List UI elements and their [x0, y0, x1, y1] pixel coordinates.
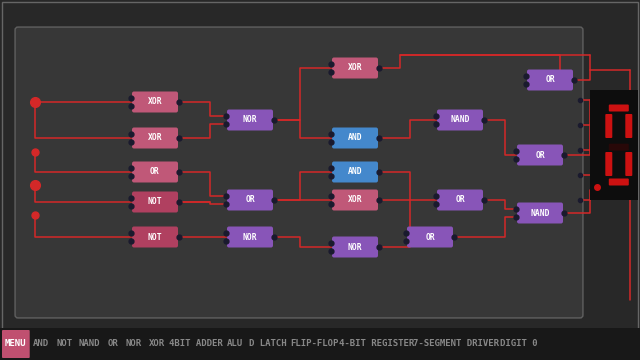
Text: NAND: NAND	[451, 116, 470, 125]
Text: OR: OR	[455, 195, 465, 204]
Text: 4-BIT REGISTER: 4-BIT REGISTER	[339, 339, 415, 348]
Text: NOT: NOT	[148, 233, 163, 242]
Text: NAND: NAND	[79, 339, 100, 348]
FancyBboxPatch shape	[332, 58, 378, 78]
FancyBboxPatch shape	[132, 91, 178, 112]
Bar	[0, 328, 640, 360]
FancyBboxPatch shape	[590, 90, 638, 200]
Text: NOR: NOR	[243, 233, 257, 242]
FancyBboxPatch shape	[132, 192, 178, 212]
Text: AND: AND	[33, 339, 49, 348]
FancyBboxPatch shape	[132, 162, 178, 183]
FancyBboxPatch shape	[517, 202, 563, 224]
FancyBboxPatch shape	[132, 127, 178, 148]
FancyBboxPatch shape	[332, 189, 378, 211]
Text: XOR: XOR	[348, 63, 362, 72]
Text: OR: OR	[535, 150, 545, 159]
Text: XOR: XOR	[348, 195, 362, 204]
Text: XOR: XOR	[148, 98, 163, 107]
FancyBboxPatch shape	[227, 226, 273, 248]
FancyBboxPatch shape	[605, 114, 612, 138]
FancyBboxPatch shape	[437, 109, 483, 130]
FancyBboxPatch shape	[517, 144, 563, 166]
Text: ALU: ALU	[227, 339, 243, 348]
FancyBboxPatch shape	[227, 189, 273, 211]
FancyBboxPatch shape	[625, 152, 632, 176]
FancyBboxPatch shape	[609, 144, 628, 151]
FancyBboxPatch shape	[332, 162, 378, 183]
FancyBboxPatch shape	[332, 127, 378, 148]
Text: NOR: NOR	[243, 116, 257, 125]
Text: D LATCH: D LATCH	[249, 339, 287, 348]
Text: AND: AND	[348, 134, 362, 143]
Text: OR: OR	[245, 195, 255, 204]
FancyBboxPatch shape	[15, 27, 583, 318]
FancyBboxPatch shape	[609, 179, 628, 185]
Text: DIGIT 0: DIGIT 0	[500, 339, 538, 348]
Text: OR: OR	[545, 76, 555, 85]
FancyBboxPatch shape	[609, 104, 628, 112]
Text: NOT: NOT	[56, 339, 72, 348]
FancyBboxPatch shape	[132, 226, 178, 248]
Text: OR: OR	[150, 167, 160, 176]
Text: XOR: XOR	[148, 134, 163, 143]
Text: NOR: NOR	[348, 243, 362, 252]
FancyBboxPatch shape	[227, 109, 273, 130]
Text: MENU: MENU	[5, 339, 27, 348]
FancyBboxPatch shape	[407, 226, 453, 248]
Text: XOR: XOR	[148, 339, 164, 348]
Text: OR: OR	[425, 233, 435, 242]
FancyBboxPatch shape	[332, 237, 378, 257]
FancyBboxPatch shape	[527, 69, 573, 90]
Text: NOR: NOR	[125, 339, 141, 348]
Text: 7-SEGMENT DRIVER: 7-SEGMENT DRIVER	[413, 339, 499, 348]
Text: 4BIT ADDER: 4BIT ADDER	[169, 339, 223, 348]
Text: AND: AND	[348, 167, 362, 176]
FancyBboxPatch shape	[437, 189, 483, 211]
FancyBboxPatch shape	[605, 152, 612, 176]
FancyBboxPatch shape	[625, 114, 632, 138]
Text: NAND: NAND	[531, 208, 550, 217]
Text: FLIP-FLOP: FLIP-FLOP	[290, 339, 339, 348]
Text: OR: OR	[108, 339, 118, 348]
FancyBboxPatch shape	[2, 330, 29, 358]
Text: NOT: NOT	[148, 198, 163, 207]
